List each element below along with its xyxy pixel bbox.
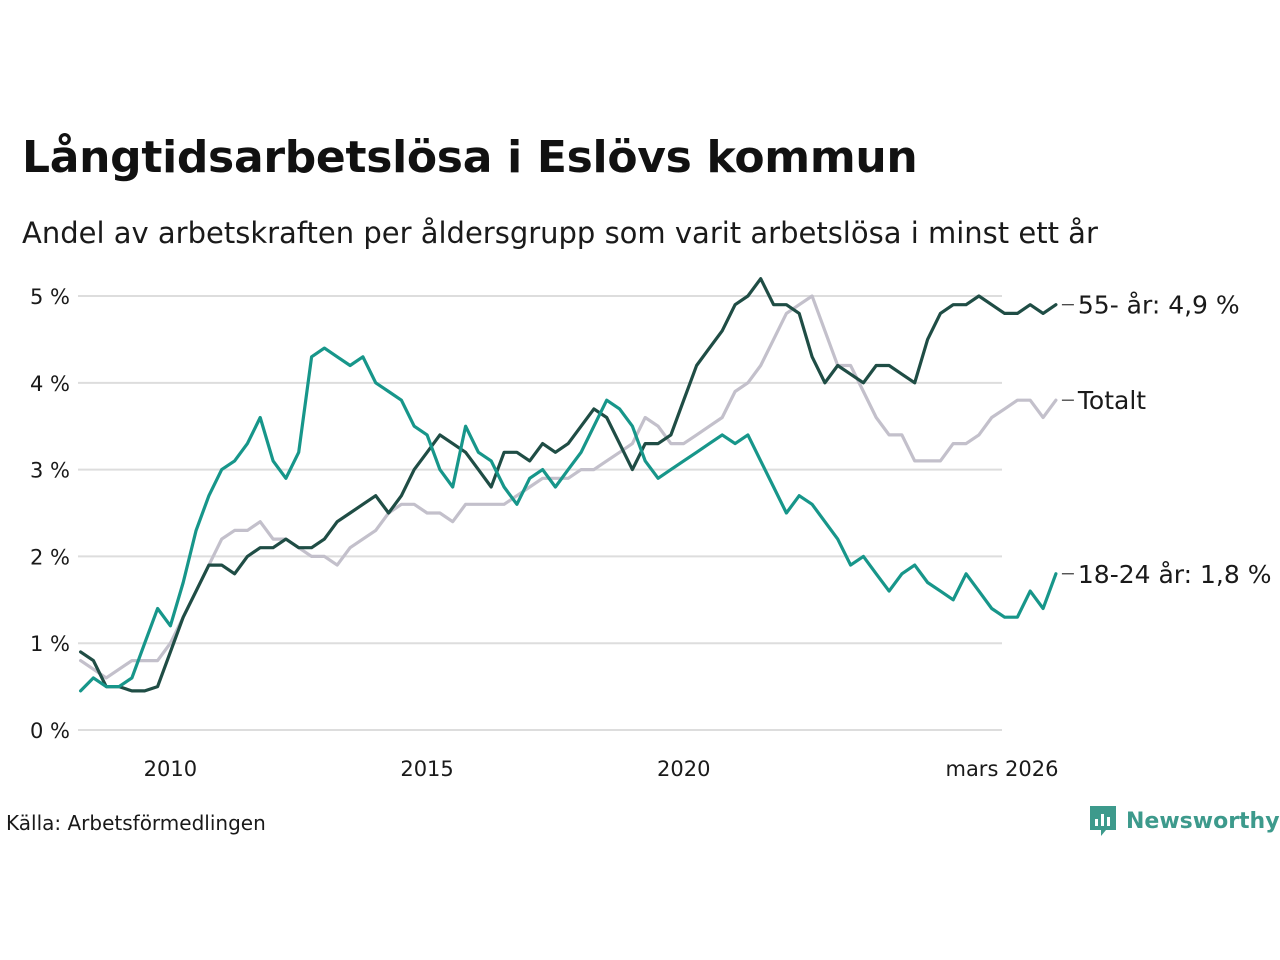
series-line-55-r (78, 277, 1058, 693)
y-tick-label: 0 % (30, 719, 70, 743)
page-title: Långtidsarbetslösa i Eslövs kommun (22, 132, 918, 183)
x-axis-tick-labels: 2010 2015 2020 mars 2026 (144, 757, 1059, 781)
x-tick-label: mars 2026 (945, 757, 1058, 781)
brand-logo: Newsworthy (1088, 804, 1280, 838)
page-subtitle: Andel av arbetskraften per åldersgrupp s… (22, 216, 1098, 250)
end-label-18-24-r: 18-24 år: 1,8 % (1078, 560, 1272, 589)
y-axis-tick-labels: 0 % 1 % 2 % 3 % 4 % 5 % (30, 285, 70, 743)
x-tick-label: 2020 (657, 757, 710, 781)
series-end-labels: Totalt 55- år: 4,9 % 18-24 år: 1,8 % (1061, 291, 1272, 589)
series-line-18-24-r (78, 346, 1058, 693)
y-tick-label: 4 % (30, 372, 70, 396)
y-tick-label: 3 % (30, 459, 70, 483)
series-line-totalt (78, 294, 1058, 680)
end-label-55-r: 55- år: 4,9 % (1078, 291, 1240, 320)
newsworthy-logo-icon (1090, 806, 1116, 836)
grid-lines (78, 295, 1002, 731)
series-lines (78, 277, 1058, 693)
x-tick-label: 2010 (144, 757, 197, 781)
y-tick-label: 1 % (30, 632, 70, 656)
x-tick-label: 2015 (400, 757, 453, 781)
source-note: Källa: Arbetsförmedlingen (6, 811, 266, 835)
end-label-totalt: Totalt (1077, 386, 1146, 415)
y-tick-label: 5 % (30, 285, 70, 309)
brand-name: Newsworthy (1126, 808, 1280, 834)
y-tick-label: 2 % (30, 545, 70, 569)
